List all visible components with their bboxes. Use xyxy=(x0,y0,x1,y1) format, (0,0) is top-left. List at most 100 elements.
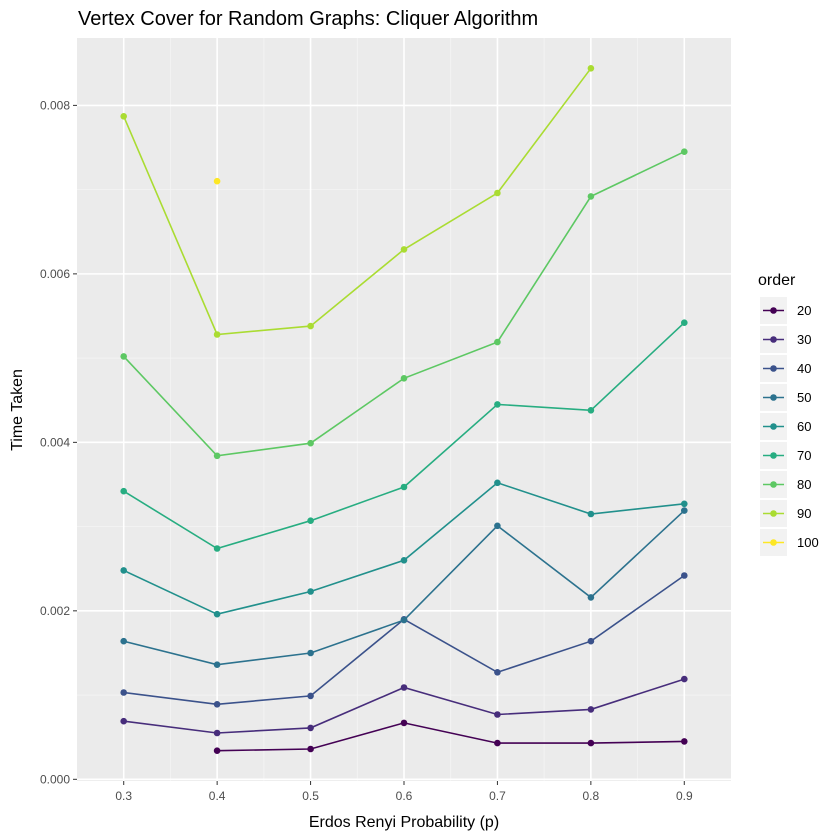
legend-key-point xyxy=(770,423,777,430)
data-point xyxy=(587,637,595,645)
legend-item-60: 60 xyxy=(760,413,811,440)
legend-key-point xyxy=(770,510,777,517)
data-point xyxy=(307,745,314,753)
x-axis: 0.3 0.4 0.5 0.6 0.7 0.8 0.9 xyxy=(115,781,693,803)
data-point xyxy=(681,572,688,579)
data-point xyxy=(587,407,595,414)
legend-item-20: 20 xyxy=(760,297,811,324)
series-100 xyxy=(213,177,221,185)
x-axis-title: Erdos Renyi Probability (p) xyxy=(309,814,499,831)
legend-label: 80 xyxy=(797,477,811,492)
data-point xyxy=(120,567,127,574)
data-point xyxy=(681,319,688,327)
data-point xyxy=(681,148,688,155)
series-50 xyxy=(120,507,688,668)
y-tick-label: 0.002 xyxy=(40,604,70,618)
data-point xyxy=(213,701,221,708)
legend-label: 70 xyxy=(797,448,811,463)
legend-key-point xyxy=(770,452,777,459)
data-point xyxy=(681,675,688,683)
data-point xyxy=(307,322,314,330)
series-30 xyxy=(120,675,688,737)
x-tick-label: 0.6 xyxy=(396,789,413,803)
legend-key-point xyxy=(770,481,777,488)
legend: order 20 30 40 50 60 70 80 90 100 xyxy=(758,272,819,556)
data-point xyxy=(120,717,127,725)
x-tick-label: 0.7 xyxy=(489,789,506,803)
data-point xyxy=(400,616,408,624)
y-tick-label: 0.000 xyxy=(40,772,70,786)
data-point xyxy=(307,649,314,657)
data-point xyxy=(587,193,595,200)
data-point xyxy=(494,669,501,676)
data-point xyxy=(307,588,314,595)
y-tick-label: 0.008 xyxy=(40,98,70,112)
series-line xyxy=(122,67,592,336)
data-point xyxy=(213,545,221,552)
legend-key-point xyxy=(770,336,777,343)
data-point xyxy=(400,246,408,253)
data-point xyxy=(587,65,595,72)
y-axis: 0.000 0.002 0.004 0.006 0.008 xyxy=(40,98,77,786)
legend-label: 90 xyxy=(797,506,811,521)
data-point xyxy=(400,375,408,382)
data-point xyxy=(120,113,127,120)
legend-item-80: 80 xyxy=(760,471,811,498)
data-point xyxy=(494,338,501,346)
data-point xyxy=(213,747,221,754)
data-point xyxy=(681,500,688,508)
legend-label: 50 xyxy=(797,390,811,405)
legend-title: order xyxy=(758,272,796,289)
data-point xyxy=(213,331,221,338)
legend-item-30: 30 xyxy=(760,326,811,353)
series-80 xyxy=(120,148,688,460)
y-axis-title: Time Taken xyxy=(9,369,26,451)
legend-item-90: 90 xyxy=(760,500,811,527)
data-point xyxy=(120,637,127,645)
series-90 xyxy=(120,65,595,338)
legend-key-point xyxy=(770,394,777,401)
legend-label: 20 xyxy=(797,303,811,318)
data-point xyxy=(494,739,501,747)
data-point xyxy=(494,401,501,408)
legend-label: 100 xyxy=(797,535,819,550)
y-tick-label: 0.006 xyxy=(40,267,70,281)
data-point xyxy=(307,517,314,524)
legend-key-point xyxy=(770,365,777,372)
legend-label: 40 xyxy=(797,361,811,376)
legend-key-point xyxy=(770,539,777,546)
x-tick-label: 0.5 xyxy=(302,789,319,803)
series-70 xyxy=(120,319,688,552)
data-point xyxy=(213,177,221,185)
legend-label: 60 xyxy=(797,419,811,434)
series-layer xyxy=(120,65,688,754)
data-point xyxy=(400,483,408,491)
data-point xyxy=(587,706,595,713)
legend-item-40: 40 xyxy=(760,355,811,382)
data-point xyxy=(494,479,501,487)
data-point xyxy=(681,738,688,745)
x-tick-label: 0.4 xyxy=(209,789,226,803)
legend-label: 30 xyxy=(797,332,811,347)
legend-key-point xyxy=(770,307,777,314)
series-line xyxy=(217,722,685,752)
data-point xyxy=(400,557,408,564)
data-point xyxy=(213,452,221,460)
data-point xyxy=(494,522,501,530)
legend-item-100: 100 xyxy=(760,529,819,556)
data-point xyxy=(494,711,501,718)
grid xyxy=(77,38,731,781)
data-point xyxy=(120,689,127,696)
data-point xyxy=(120,487,127,495)
data-point xyxy=(587,594,595,601)
data-point xyxy=(213,661,221,668)
legend-item-70: 70 xyxy=(760,442,811,469)
data-point xyxy=(681,507,688,514)
series-20 xyxy=(213,719,688,754)
x-tick-label: 0.9 xyxy=(676,789,693,803)
x-tick-label: 0.8 xyxy=(583,789,600,803)
data-point xyxy=(307,692,314,700)
series-60 xyxy=(120,479,688,618)
x-tick-label: 0.3 xyxy=(115,789,132,803)
